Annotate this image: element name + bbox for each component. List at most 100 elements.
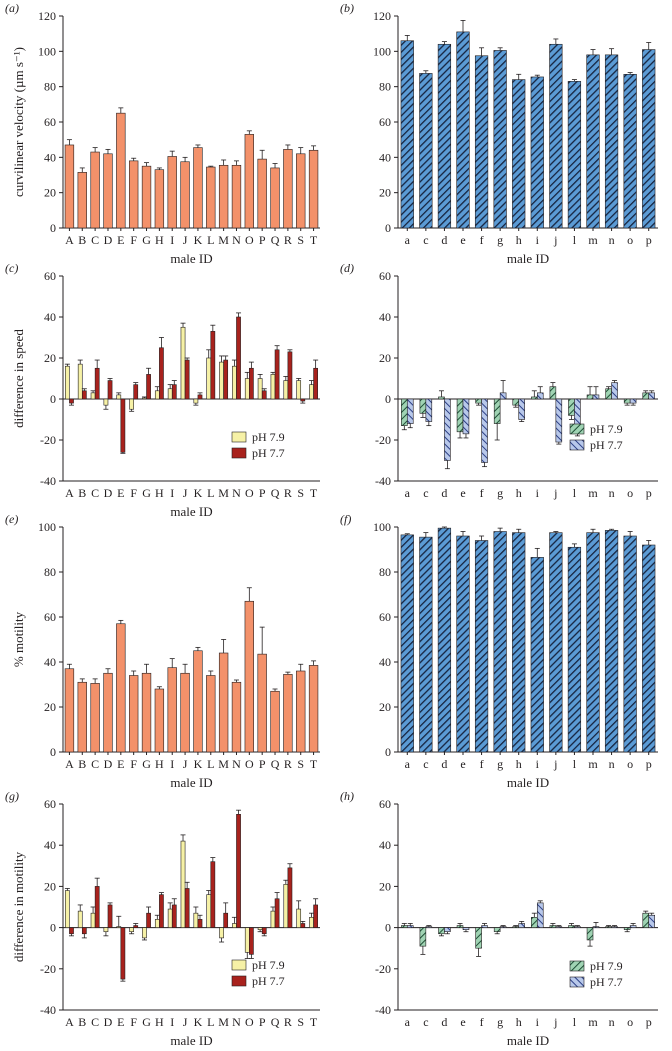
y-axis-label: difference in speed xyxy=(11,329,26,428)
bar xyxy=(171,384,177,400)
legend-label: pH 7.9 xyxy=(252,958,285,972)
x-axis-label: male ID xyxy=(170,1033,212,1048)
bar xyxy=(300,923,306,928)
bar xyxy=(549,43,563,229)
x-tick-label: K xyxy=(194,1015,203,1029)
x-tick-label: N xyxy=(232,486,241,500)
bar xyxy=(568,398,575,416)
legend-label: pH 7.7 xyxy=(590,438,623,452)
x-tick-label: S xyxy=(297,233,304,247)
x-tick-label: g xyxy=(497,233,503,247)
bar xyxy=(456,925,464,928)
bar xyxy=(231,164,242,229)
bar xyxy=(94,886,100,928)
y-tick-label: 40 xyxy=(379,655,391,669)
x-tick-label: T xyxy=(310,486,318,500)
y-tick-label: 20 xyxy=(379,186,391,200)
bar xyxy=(536,392,544,400)
x-tick-label: O xyxy=(245,1015,254,1029)
bar xyxy=(499,392,507,400)
bar xyxy=(184,888,190,928)
y-tick-label: 100 xyxy=(373,520,391,534)
bar xyxy=(69,398,74,404)
bar xyxy=(406,925,414,928)
x-tick-label: C xyxy=(91,1015,99,1029)
y-tick-label: 0 xyxy=(50,221,56,235)
bar xyxy=(81,390,87,400)
legend-label: pH 7.9 xyxy=(252,430,285,444)
x-tick-label: H xyxy=(155,233,164,247)
x-tick-label: m xyxy=(588,757,598,771)
bar xyxy=(146,374,151,400)
x-tick-label: P xyxy=(259,486,266,500)
x-tick-label: O xyxy=(245,233,254,247)
panel-label: (g) xyxy=(5,789,19,803)
x-tick-label: n xyxy=(609,486,615,500)
y-tick-label: 60 xyxy=(379,610,391,624)
x-tick-label: I xyxy=(170,233,174,247)
y-tick-label: 40 xyxy=(44,310,56,324)
x-tick-label: f xyxy=(480,486,484,500)
x-tick-label: D xyxy=(104,757,113,771)
bar xyxy=(244,600,254,753)
x-tick-label: i xyxy=(536,1015,540,1029)
x-tick-label: p xyxy=(646,1015,652,1029)
bar xyxy=(300,398,306,402)
x-tick-label: C xyxy=(91,486,99,500)
bar xyxy=(244,378,250,400)
bar xyxy=(592,394,600,400)
x-tick-label: c xyxy=(423,233,428,247)
legend-label: pH 7.7 xyxy=(252,446,285,460)
legend-swatch xyxy=(231,975,247,987)
y-tick-label: 60 xyxy=(44,797,56,811)
x-tick-label: A xyxy=(65,486,74,500)
bar xyxy=(604,530,619,753)
y-tick-label: 80 xyxy=(44,80,56,94)
bar xyxy=(197,394,203,400)
bar xyxy=(309,916,314,928)
bar xyxy=(154,688,165,753)
bar xyxy=(642,49,656,229)
bar xyxy=(642,544,656,753)
bar xyxy=(530,557,544,753)
bar xyxy=(438,927,445,935)
x-tick-label: A xyxy=(65,757,74,771)
y-tick-label: 40 xyxy=(44,150,56,164)
bar xyxy=(400,40,414,229)
bar xyxy=(219,927,224,939)
bar xyxy=(296,670,306,753)
x-tick-label: o xyxy=(627,1015,633,1029)
x-axis-label: male ID xyxy=(507,251,549,266)
bar xyxy=(499,926,507,928)
legend-label: pH 7.7 xyxy=(590,975,623,989)
y-tick-label: -20 xyxy=(375,433,391,447)
x-tick-label: J xyxy=(183,486,188,500)
bar xyxy=(283,674,293,753)
x-tick-label: F xyxy=(130,757,137,771)
legend-swatch xyxy=(569,439,585,451)
x-tick-label: h xyxy=(516,486,522,500)
y-tick-label: 20 xyxy=(44,700,56,714)
bar xyxy=(159,347,164,400)
x-tick-label: a xyxy=(405,486,411,500)
x-tick-label: B xyxy=(78,757,86,771)
bar xyxy=(419,398,427,414)
bar xyxy=(567,546,582,753)
bar xyxy=(604,54,619,229)
panel-label: (e) xyxy=(5,512,18,526)
y-tick-label: -40 xyxy=(375,474,391,488)
bar xyxy=(456,398,464,433)
bar xyxy=(232,923,237,928)
x-tick-label: B xyxy=(78,233,86,247)
x-tick-label: e xyxy=(460,486,465,500)
bar xyxy=(648,914,655,928)
x-tick-label: P xyxy=(259,233,266,247)
bar xyxy=(493,927,501,933)
bar xyxy=(120,927,126,980)
legend-label: pH 7.9 xyxy=(590,959,623,973)
bar xyxy=(94,367,100,400)
bar xyxy=(605,388,612,400)
bar xyxy=(605,926,612,928)
x-tick-label: H xyxy=(155,757,164,771)
